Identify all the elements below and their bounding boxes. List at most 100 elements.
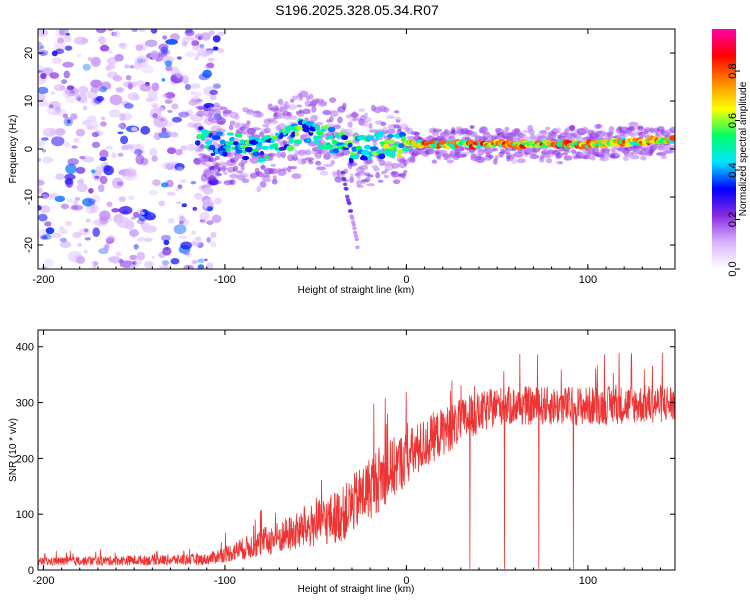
- noise-blob: [73, 36, 89, 45]
- noise-blob: [96, 95, 104, 102]
- band-halo: [510, 157, 518, 164]
- band-halo: [328, 116, 334, 123]
- band-core: [364, 144, 371, 150]
- band-halo: [546, 158, 553, 164]
- band-halo: [372, 140, 377, 147]
- band-halo: [316, 166, 327, 171]
- band-core: [257, 141, 263, 148]
- band-halo: [604, 149, 610, 154]
- band-halo: [256, 185, 261, 193]
- band-halo: [563, 155, 573, 161]
- tail-blob: [354, 237, 359, 241]
- noise-blob: [150, 29, 158, 34]
- band-core: [270, 138, 276, 144]
- noise-blob: [100, 121, 107, 127]
- band-halo: [581, 126, 589, 134]
- noise-blob: [64, 45, 73, 51]
- band-halo: [518, 133, 528, 140]
- band-halo: [504, 126, 510, 131]
- noise-blob: [187, 143, 196, 152]
- tail-blob: [344, 187, 349, 191]
- noise-blob: [181, 203, 188, 208]
- band-halo: [286, 112, 293, 117]
- noise-blob: [42, 127, 56, 137]
- band-core: [341, 135, 349, 141]
- noise-blob: [199, 212, 210, 221]
- noise-blob: [90, 56, 101, 67]
- band-core: [271, 135, 279, 140]
- noise-blob: [197, 264, 205, 269]
- tail-blob: [340, 170, 346, 175]
- band-halo: [539, 157, 545, 163]
- band-halo: [392, 179, 401, 185]
- noise-blob: [117, 123, 124, 128]
- noise-blob: [38, 49, 49, 56]
- band-halo: [329, 110, 339, 117]
- noise-blob: [99, 175, 108, 185]
- band-core: [211, 135, 221, 140]
- noise-blob: [103, 245, 110, 251]
- noise-blob: [59, 241, 72, 248]
- noise-blob: [212, 46, 219, 51]
- noise-blob: [73, 138, 80, 143]
- y-tick-label: 300: [16, 398, 34, 410]
- tail-blob: [347, 201, 352, 206]
- band-core: [440, 140, 447, 144]
- x-tick-label: -100: [214, 274, 236, 286]
- snr-y-axis: 0 100 200 300 400: [16, 342, 675, 577]
- band-halo: [431, 159, 438, 164]
- noise-blob: [59, 226, 65, 231]
- band-core: [349, 151, 356, 156]
- noise-blob: [83, 228, 89, 233]
- band-core: [378, 153, 386, 160]
- band-halo: [513, 151, 524, 158]
- colorbar-label: Normalized spectral amplitude: [738, 81, 749, 216]
- noise-blob: [176, 56, 182, 60]
- noise-blob: [148, 262, 153, 267]
- band-halo: [282, 140, 287, 146]
- noise-blob: [151, 255, 155, 259]
- noise-blob: [38, 158, 42, 162]
- noise-blob: [38, 179, 45, 186]
- noise-blob: [106, 201, 113, 207]
- noise-blob: [200, 173, 208, 182]
- noise-blob: [95, 165, 105, 174]
- noise-blob: [118, 42, 126, 48]
- noise-blob: [191, 40, 200, 47]
- noise-blob: [55, 48, 65, 55]
- band-core: [313, 139, 320, 144]
- noise-blob: [103, 165, 114, 176]
- noise-blob: [174, 163, 185, 171]
- noise-blob: [161, 260, 170, 266]
- band-halo: [446, 159, 454, 164]
- band-core: [216, 131, 223, 136]
- band-core: [377, 130, 384, 138]
- band-core: [219, 139, 226, 145]
- noise-blob: [162, 35, 168, 40]
- noise-blob: [173, 224, 187, 235]
- noise-blob: [120, 144, 130, 151]
- band-halo: [649, 127, 655, 134]
- band-halo: [369, 129, 378, 133]
- noise-blob: [125, 75, 132, 81]
- noise-blob: [99, 45, 110, 52]
- noise-blob: [185, 29, 193, 34]
- snr-frame: [37, 329, 676, 571]
- band-halo: [391, 162, 400, 169]
- noise-blob: [189, 241, 200, 247]
- noise-blob: [193, 56, 200, 61]
- noise-blob: [42, 156, 54, 164]
- noise-blob: [38, 29, 49, 37]
- noise-blob: [191, 260, 198, 264]
- band-halo: [333, 124, 341, 129]
- noise-blob: [212, 83, 221, 89]
- band-halo: [342, 102, 347, 110]
- band-halo: [204, 163, 212, 168]
- band-core: [198, 126, 204, 131]
- band-halo: [229, 173, 239, 179]
- noise-blob: [116, 216, 131, 229]
- noise-blob: [175, 187, 180, 192]
- band-halo: [564, 149, 572, 153]
- noise-blob: [100, 116, 106, 121]
- noise-blob: [38, 41, 43, 51]
